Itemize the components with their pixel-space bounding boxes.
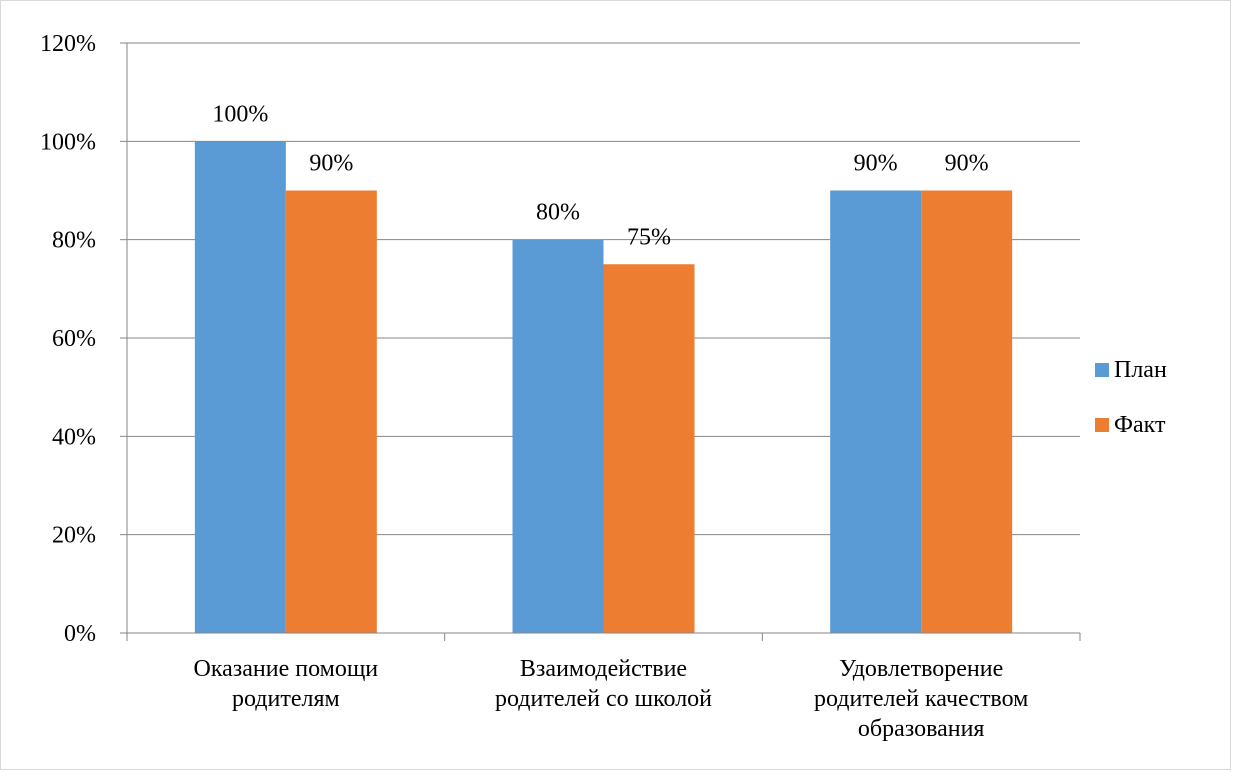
y-tick-label: 120% bbox=[40, 31, 96, 57]
bar-plan bbox=[194, 141, 286, 634]
y-tick-label: 60% bbox=[52, 326, 96, 352]
x-category-label: Взаимодействие родителей со школой bbox=[495, 656, 712, 712]
y-tick-label: 0% bbox=[64, 621, 96, 647]
legend-label: Факт bbox=[1114, 412, 1166, 438]
data-label: 90% bbox=[854, 151, 898, 177]
bar-fakt bbox=[603, 264, 695, 633]
y-tick-label: 80% bbox=[52, 228, 96, 254]
data-label: 90% bbox=[309, 151, 353, 177]
x-category-label: Удовлетворение родителей качеством образов… bbox=[814, 656, 1028, 742]
data-label: 75% bbox=[627, 224, 671, 250]
legend-label: План bbox=[1114, 357, 1167, 383]
data-label: 90% bbox=[945, 151, 989, 177]
data-label: 80% bbox=[536, 200, 580, 226]
bar-plan bbox=[830, 190, 922, 633]
legend-swatch bbox=[1095, 418, 1109, 432]
x-category-label: Оказание помощи родителям bbox=[194, 656, 379, 712]
bar-fakt bbox=[285, 190, 377, 633]
data-labels: 100% 90% 80% 75% 90% 90% bbox=[212, 101, 988, 250]
legend-item-fakt: Факт bbox=[1095, 412, 1166, 438]
x-axis-category-labels: Оказание помощи родителям Взаимодействие ро… bbox=[194, 656, 1029, 742]
y-tick-label: 100% bbox=[40, 129, 96, 155]
y-tick-label: 40% bbox=[52, 424, 96, 450]
legend-swatch bbox=[1095, 363, 1109, 377]
y-axis-ticks: 0% 20% 40% 60% 80% 100% 120% bbox=[40, 31, 127, 647]
bars bbox=[194, 141, 1013, 634]
legend: План Факт bbox=[1095, 357, 1167, 438]
data-label: 100% bbox=[212, 101, 268, 127]
legend-item-plan: План bbox=[1095, 357, 1167, 383]
bar-fakt bbox=[921, 190, 1013, 633]
bar-plan bbox=[512, 239, 604, 633]
axes bbox=[126, 43, 1081, 641]
y-tick-label: 20% bbox=[52, 523, 96, 549]
